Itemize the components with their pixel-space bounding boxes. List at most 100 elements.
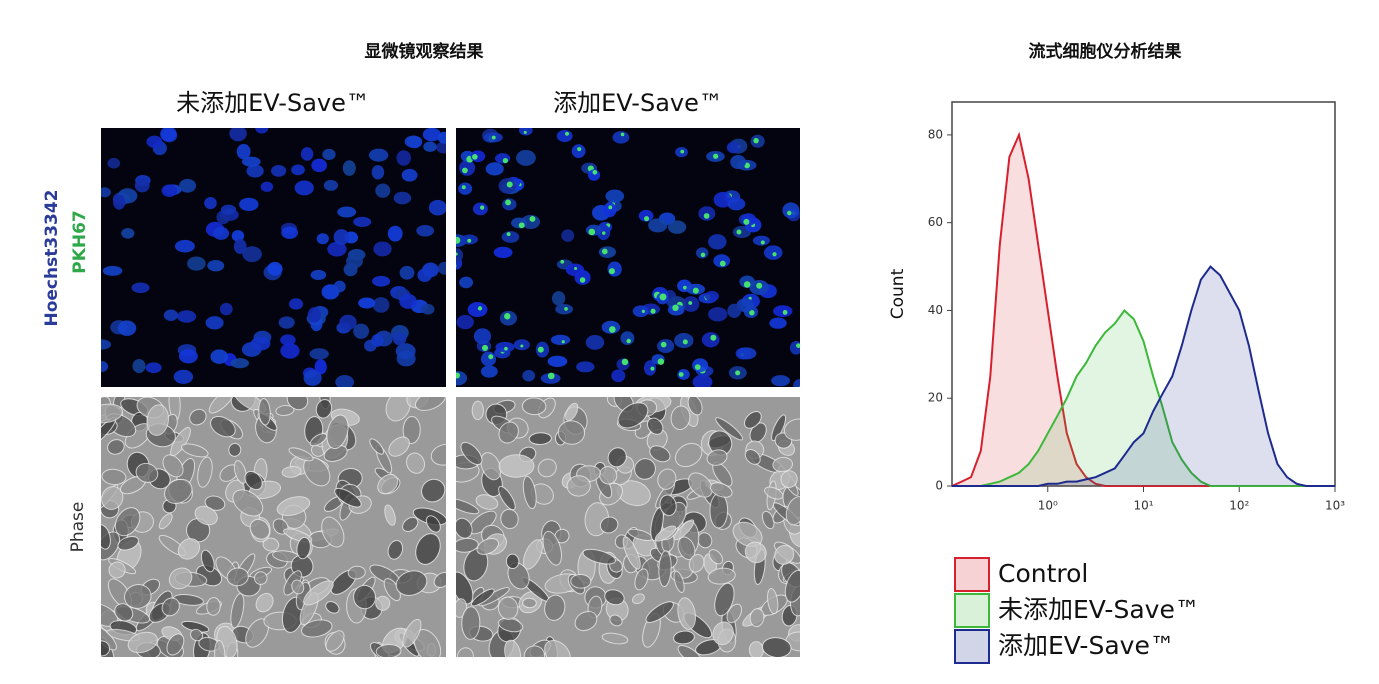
nucleus	[372, 297, 390, 313]
vesicle	[743, 218, 750, 225]
vesicle	[736, 229, 742, 235]
cell	[161, 597, 180, 617]
vesicle	[477, 306, 483, 311]
cell	[414, 397, 446, 411]
vesicle	[520, 344, 524, 348]
nucleus	[107, 157, 121, 169]
vesicle	[467, 238, 472, 243]
vesicle	[480, 205, 485, 210]
cell	[325, 630, 345, 652]
cell	[475, 494, 499, 510]
histogram: 0 20 40 60 80 10⁰ 10¹ 10² 10³ Control 未添加EV-Save™ 添…	[928, 127, 1345, 664]
nucleus	[736, 298, 755, 313]
cell	[677, 597, 696, 630]
cell	[634, 458, 656, 480]
cell	[714, 582, 735, 617]
cell	[430, 443, 446, 466]
vesicle	[564, 307, 568, 311]
cell	[599, 466, 618, 485]
cell	[645, 601, 674, 623]
nucleus	[480, 351, 497, 367]
cell	[101, 468, 127, 486]
nucleus	[113, 194, 126, 210]
vesicle	[504, 346, 508, 351]
nucleus	[300, 147, 314, 161]
nucleus	[387, 225, 403, 242]
nucleus	[327, 241, 347, 257]
cell	[460, 441, 483, 466]
cell	[127, 631, 158, 654]
micrograph	[101, 128, 446, 387]
x-tick-label: 10²	[1229, 499, 1249, 513]
nucleus	[205, 316, 224, 330]
vesicle	[672, 304, 679, 312]
vesicle	[547, 372, 555, 380]
nucleus	[353, 216, 372, 227]
nucleus	[782, 202, 800, 219]
vesicle	[626, 338, 631, 344]
cell	[228, 442, 242, 457]
nucleus	[160, 128, 177, 142]
cell	[523, 645, 546, 657]
nucleus	[399, 293, 417, 309]
vesicle	[608, 205, 613, 210]
cell	[521, 397, 547, 416]
nucleus	[220, 204, 237, 215]
vesicle	[472, 154, 478, 160]
cell	[456, 571, 474, 605]
x-tick-label: 10⁰	[1038, 499, 1058, 513]
cell	[670, 405, 691, 431]
y-tick-label: 60	[928, 215, 943, 229]
cell	[288, 447, 314, 462]
nucleus	[585, 334, 605, 350]
nucleus	[346, 254, 363, 269]
vesicle	[688, 301, 693, 305]
cell	[315, 399, 333, 419]
nucleus	[638, 209, 654, 222]
cell	[780, 470, 798, 489]
nucleus	[692, 374, 713, 387]
series-line	[952, 309, 1335, 487]
cell	[377, 474, 399, 495]
cell	[387, 540, 404, 560]
cell	[784, 569, 800, 603]
cell	[101, 403, 124, 424]
nucleus	[333, 280, 346, 293]
vesicle	[506, 181, 513, 188]
cell	[557, 420, 586, 445]
cell	[425, 515, 441, 533]
cell	[189, 408, 207, 426]
cell	[622, 536, 641, 570]
nucleus	[101, 187, 111, 198]
column-title: 添加EV-Save™	[553, 89, 723, 117]
nucleus	[576, 361, 595, 373]
legend-label: Control	[998, 559, 1088, 588]
cell	[764, 486, 784, 500]
cell	[604, 589, 625, 606]
vesicle	[502, 158, 509, 164]
vesicle	[657, 358, 665, 365]
cell	[708, 549, 724, 565]
vesicle	[743, 281, 751, 288]
vesicle	[700, 252, 706, 258]
series-line	[952, 265, 1335, 487]
cell	[617, 402, 649, 429]
cell	[375, 595, 391, 611]
nucleus	[236, 143, 251, 160]
vesicle	[523, 130, 527, 134]
nucleus	[353, 323, 370, 339]
cell	[634, 568, 649, 591]
cell	[108, 561, 126, 579]
stain-label: PKH67	[70, 210, 90, 274]
vesicle	[683, 285, 687, 290]
cell	[566, 475, 591, 497]
cell	[114, 507, 141, 537]
nucleus	[611, 369, 626, 383]
nucleus	[288, 298, 304, 310]
vesicle	[488, 354, 494, 360]
vesicle	[574, 266, 578, 270]
cell	[500, 508, 519, 530]
vesicle	[577, 147, 582, 152]
nucleus	[620, 331, 635, 345]
nucleus	[339, 314, 357, 330]
